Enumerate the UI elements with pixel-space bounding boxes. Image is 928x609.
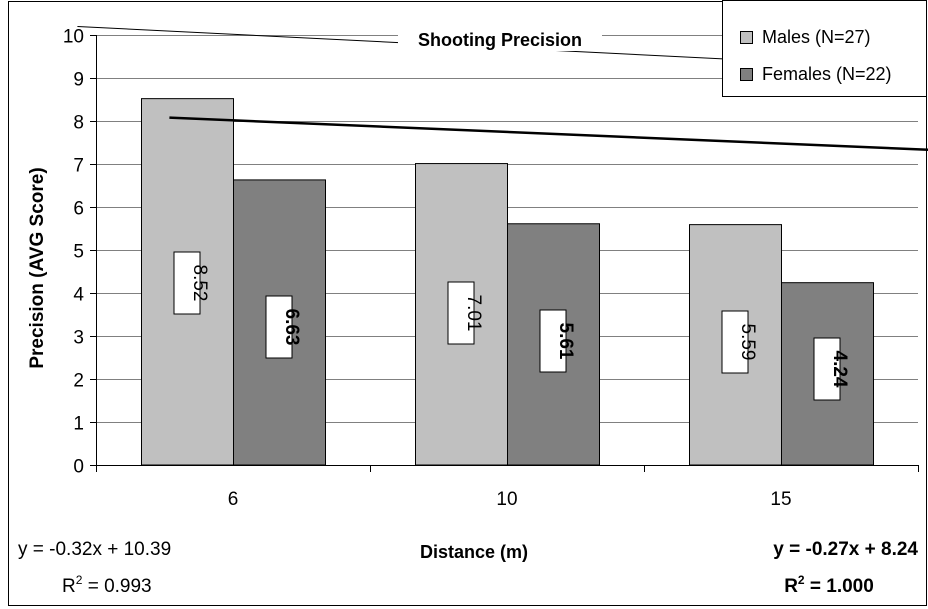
trendline-males-annotation: y = -0.32x + 10.39 R2 = 0.993: [18, 539, 171, 597]
data-label-males-15: 5.59: [737, 324, 758, 361]
data-label-box: [721, 310, 749, 374]
data-label-box: [813, 337, 841, 401]
trendline-females-r2: R2 = 1.000: [784, 573, 874, 597]
y-tick-label: 6: [73, 199, 84, 220]
data-label-box: [173, 251, 201, 315]
trendline-females: [169, 116, 928, 152]
x-axis-title: Distance (m): [420, 542, 528, 562]
data-label-females-15: 4.24: [829, 351, 850, 388]
axes: 0 1 2 3 4 5 6 7 8 9 10 6 10 15: [63, 27, 919, 510]
data-label-females-10: 5.61: [555, 323, 576, 360]
legend-label-males: Males (N=27): [762, 27, 871, 47]
y-tick-label: 5: [73, 242, 84, 263]
data-label-box: [265, 295, 293, 359]
trendline-males-equation: y = -0.32x + 10.39: [18, 539, 171, 560]
data-labels: 8.52 7.01 5.59 6.63 5.61 4.24: [173, 251, 850, 401]
x-tick-label-15: 15: [770, 489, 791, 510]
y-tick-label: 7: [73, 156, 84, 177]
y-tick-label: 1: [73, 414, 84, 435]
x-tick-label-6: 6: [228, 489, 239, 510]
y-tick-label: 3: [73, 328, 84, 349]
y-tick-label: 8: [73, 113, 84, 134]
legend: Males (N=27) Females (N=22): [722, 0, 927, 97]
legend-box: [722, 0, 927, 97]
chart-title: Shooting Precision: [418, 30, 582, 50]
y-tick-label: 10: [63, 27, 84, 48]
y-tick-label: 0: [73, 457, 84, 478]
data-label-males-10: 7.01: [463, 295, 484, 332]
chart-area-border: [8, 1, 927, 606]
legend-swatch-males: [740, 31, 753, 44]
chart-title-background: [398, 29, 602, 51]
trendline-females-equation: y = -0.27x + 8.24: [773, 539, 918, 560]
data-label-males-6: 8.52: [189, 265, 210, 302]
y-tick-label: 2: [73, 371, 84, 392]
x-tick-label-10: 10: [496, 489, 517, 510]
trendline-females-annotation: y = -0.27x + 8.24 R2 = 1.000: [773, 539, 918, 597]
data-label-box: [447, 281, 475, 345]
legend-swatch-females: [740, 68, 753, 81]
legend-label-females: Females (N=22): [762, 64, 892, 84]
data-label-box: [539, 309, 567, 373]
y-tick-label: 9: [73, 70, 84, 91]
y-tick-label: 4: [73, 285, 84, 306]
trendline-males-r2: R2 = 0.993: [62, 573, 152, 597]
y-axis-title: Precision (AVG Score): [27, 167, 48, 368]
data-label-females-6: 6.63: [281, 309, 302, 346]
